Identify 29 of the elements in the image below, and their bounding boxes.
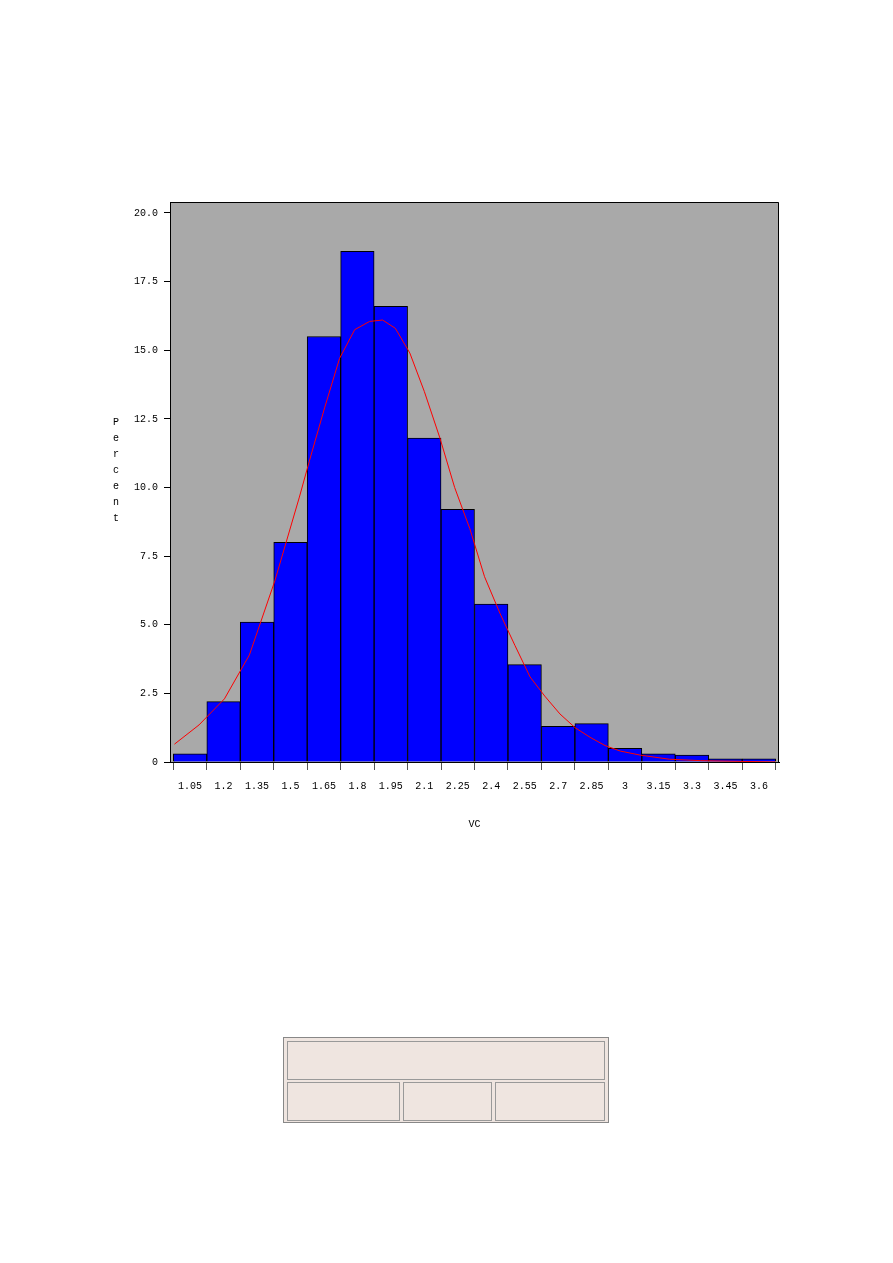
x-tick-label: 1.2 xyxy=(214,780,233,792)
x-tick-label: 3.3 xyxy=(682,780,702,792)
x-tick-label: 2.55 xyxy=(512,780,537,792)
x-tick-label: 2.4 xyxy=(482,780,501,792)
y-tick-label: 0 xyxy=(151,756,158,768)
y-tick-label: 20.0 xyxy=(133,207,158,219)
x-tick-label: 2.85 xyxy=(579,780,604,792)
x-tick-label: 2.7 xyxy=(549,780,568,792)
y-tick-label: 15.0 xyxy=(133,344,158,356)
x-tick-label: 1.5 xyxy=(281,780,300,792)
y-tick-label: 12.5 xyxy=(133,413,158,425)
x-tick-label: 1.65 xyxy=(311,780,336,792)
x-tick-label: 3 xyxy=(622,780,629,792)
y-tick-label: 5.0 xyxy=(139,619,158,631)
x-tick-label: 1.35 xyxy=(244,780,270,792)
x-tick-label: 2.1 xyxy=(415,780,434,792)
x-tick-label: 2.25 xyxy=(445,780,470,792)
x-tick-label: 1.8 xyxy=(348,780,367,792)
x-tick-label: 1.05 xyxy=(178,780,203,792)
y-tick-label: 17.5 xyxy=(133,276,158,288)
x-axis-title: VC xyxy=(468,818,481,830)
y-tick-label: 7.5 xyxy=(139,550,158,562)
x-tick-label: 3.45 xyxy=(713,780,738,792)
x-tick-label: 1.95 xyxy=(378,780,403,792)
y-tick-label: 2.5 xyxy=(139,688,158,700)
y-axis-title: Percent xyxy=(112,416,120,526)
x-tick-label: 3.15 xyxy=(646,780,671,792)
x-tick-label: 3.6 xyxy=(749,780,768,792)
y-tick-label: 10.0 xyxy=(133,482,158,494)
